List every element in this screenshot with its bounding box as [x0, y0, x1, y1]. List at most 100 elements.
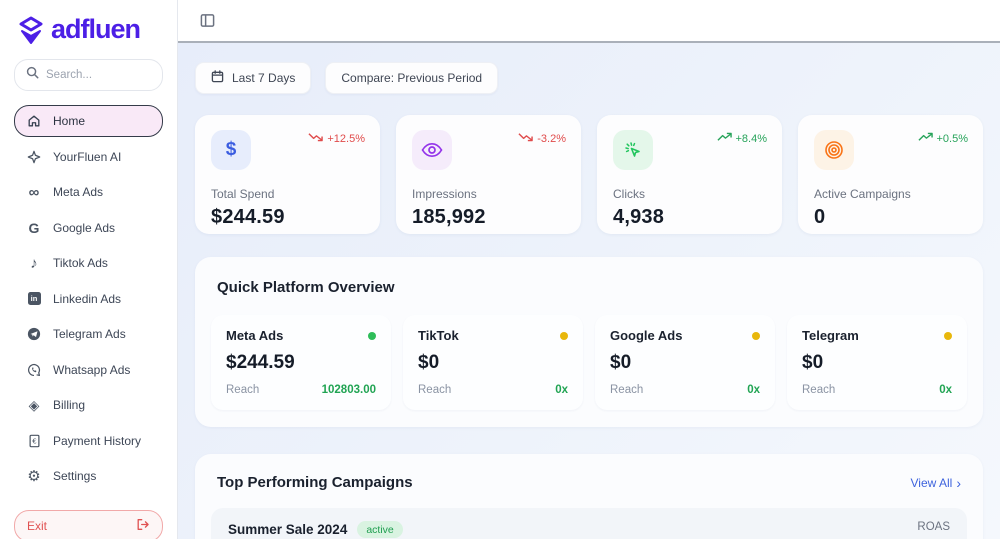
platform-card-tiktok[interactable]: TikTok $0 Reach 0x	[403, 315, 583, 410]
sidebar-item-label: Linkedin Ads	[53, 291, 122, 306]
compare-button[interactable]: Compare: Previous Period	[325, 62, 499, 94]
sidebar-nav: Home YourFluen AI ∞ Meta Ads G Google Ad…	[14, 105, 163, 496]
trend-up-icon	[716, 132, 732, 145]
status-badge: active	[357, 521, 403, 538]
reach-label: Reach	[226, 384, 260, 396]
platform-card-meta[interactable]: Meta Ads $244.59 Reach 102803.00	[211, 315, 391, 410]
gear-icon: ⚙	[27, 468, 41, 485]
trend-value: +8.4%	[735, 132, 768, 145]
search-input[interactable]	[46, 69, 151, 81]
reach-label: Reach	[610, 384, 644, 396]
main-area: Last 7 Days Compare: Previous Period $ +…	[178, 0, 1000, 539]
platform-name: TikTok	[418, 328, 459, 343]
search-icon	[26, 66, 39, 84]
cursor-click-icon	[613, 130, 653, 170]
stats-row: $ +12.5% Total Spend $244.59	[195, 115, 983, 234]
view-all-link[interactable]: View All ›	[911, 476, 961, 490]
reach-value: 0x	[747, 384, 760, 396]
sidebar-item-billing[interactable]: ◈ Billing	[14, 389, 163, 421]
sidebar-item-label: Home	[53, 114, 86, 128]
stat-value: 4,938	[613, 206, 665, 228]
sidebar-toggle-icon[interactable]	[196, 10, 218, 32]
sidebar-item-meta-ads[interactable]: ∞ Meta Ads	[14, 176, 163, 208]
trend-value: -3.2%	[537, 132, 566, 145]
sidebar-item-yourfluen-ai[interactable]: YourFluen AI	[14, 141, 163, 173]
date-range-button[interactable]: Last 7 Days	[195, 62, 312, 94]
sidebar-item-label: YourFluen AI	[53, 149, 122, 164]
campaign-name: Summer Sale 2024	[228, 522, 348, 537]
sidebar-item-telegram-ads[interactable]: Telegram Ads	[14, 318, 163, 350]
stat-trend: -3.2%	[518, 132, 566, 145]
sidebar-item-linkedin-ads[interactable]: in Linkedin Ads	[14, 283, 163, 315]
reach-label: Reach	[418, 384, 452, 396]
reach-value: 0x	[939, 384, 952, 396]
view-all-label: View All	[910, 475, 953, 490]
campaign-info: Summer Sale 2024 active Meta Budget: $2,…	[228, 521, 456, 539]
dollar-icon: $	[211, 130, 251, 170]
trend-value: +0.5%	[936, 132, 969, 145]
meta-icon: ∞	[28, 183, 40, 201]
topbar	[178, 0, 1000, 43]
home-icon	[26, 113, 42, 129]
status-dot-yellow	[944, 331, 952, 340]
sidebar-item-label: Billing	[53, 398, 86, 412]
adfluen-logo-icon	[16, 16, 46, 44]
sidebar-item-label: Payment History	[53, 433, 142, 448]
platform-name: Telegram	[802, 328, 859, 343]
sidebar-item-settings[interactable]: ⚙ Settings	[14, 460, 163, 492]
dashboard-content: Last 7 Days Compare: Previous Period $ +…	[178, 43, 1000, 539]
reach-value: 102803.00	[321, 384, 376, 396]
sidebar-item-payment-history[interactable]: € Payment History	[14, 425, 163, 457]
sidebar-item-label: Whatsapp Ads	[53, 362, 131, 377]
stat-value: 0	[814, 206, 826, 228]
sidebar: adfluen Home YourFluen AI ∞ Meta Ads G G…	[0, 0, 178, 539]
sidebar-item-label: Tiktok Ads	[53, 256, 108, 270]
stat-trend: +12.5%	[308, 132, 365, 145]
stat-value: 185,992	[412, 206, 486, 228]
platform-spend: $0	[802, 352, 824, 373]
trend-up-icon	[917, 132, 933, 145]
top-campaigns-section: Top Performing Campaigns View All › Summ…	[195, 454, 983, 539]
tiktok-icon: ♪	[30, 254, 38, 272]
sidebar-item-whatsapp-ads[interactable]: Whatsapp Ads	[14, 354, 163, 386]
sidebar-item-label: Settings	[53, 469, 97, 483]
logout-icon	[136, 518, 150, 534]
status-dot-green	[368, 331, 376, 340]
platform-spend: $0	[418, 352, 440, 373]
calendar-icon	[211, 70, 224, 86]
status-dot-yellow	[560, 331, 568, 340]
filter-row: Last 7 Days Compare: Previous Period	[195, 62, 983, 94]
sidebar-item-home[interactable]: Home	[14, 105, 163, 137]
stat-label: Clicks	[613, 187, 645, 201]
stat-card-impressions: -3.2% Impressions 185,992	[396, 115, 581, 234]
exit-button[interactable]: Exit	[14, 509, 163, 539]
reach-value: 0x	[555, 384, 568, 396]
date-range-label: Last 7 Days	[232, 71, 296, 85]
platform-grid: Meta Ads $244.59 Reach 102803.00 TikTok …	[211, 315, 967, 410]
search-box[interactable]	[14, 59, 163, 91]
status-dot-yellow	[752, 331, 760, 340]
diamond-icon: ◈	[28, 396, 40, 413]
platform-spend: $0	[610, 352, 632, 373]
google-icon: G	[28, 219, 40, 236]
whatsapp-icon	[26, 362, 42, 378]
chevron-right-icon: ›	[956, 474, 961, 491]
sidebar-item-label: Meta Ads	[53, 185, 104, 199]
svg-text:€: €	[32, 437, 36, 445]
stat-trend: +0.5%	[917, 132, 969, 145]
platform-card-telegram[interactable]: Telegram $0 Reach 0x	[787, 315, 967, 410]
sidebar-item-tiktok-ads[interactable]: ♪ Tiktok Ads	[14, 247, 163, 279]
campaign-row[interactable]: Summer Sale 2024 active Meta Budget: $2,…	[211, 508, 967, 539]
telegram-icon	[26, 326, 42, 342]
brand-logo[interactable]: adfluen	[14, 12, 163, 59]
stat-value: $244.59	[211, 206, 285, 228]
stat-card-clicks: +8.4% Clicks 4,938	[597, 115, 782, 234]
sidebar-item-label: Telegram Ads	[53, 327, 126, 341]
platform-card-google[interactable]: Google Ads $0 Reach 0x	[595, 315, 775, 410]
sidebar-item-google-ads[interactable]: G Google Ads	[14, 212, 163, 244]
trend-down-icon	[518, 132, 534, 145]
receipt-icon: €	[26, 433, 42, 449]
stat-label: Impressions	[412, 187, 477, 201]
campaign-roas: ROAS 5.2x	[917, 521, 950, 539]
sidebar-item-label: Google Ads	[53, 220, 116, 235]
